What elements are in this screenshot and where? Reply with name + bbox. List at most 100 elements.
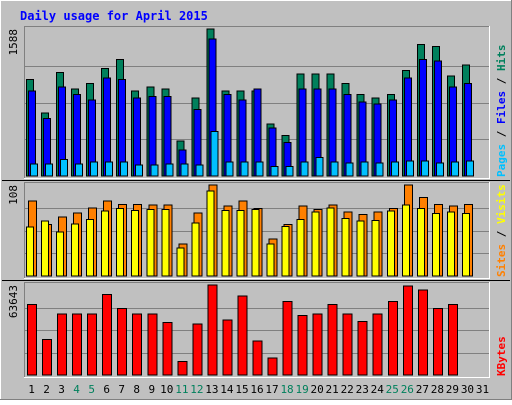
x-tick-label-day-16: 16: [250, 383, 263, 396]
bar-files-day-1: [28, 90, 36, 177]
bar-kbytes-day-23: [357, 320, 368, 376]
x-tick-label-day-24: 24: [371, 383, 385, 396]
bar-kbytes-day-5: [87, 313, 98, 376]
x-tick-label-day-17: 17: [265, 383, 278, 396]
bar-sites-day-5: [86, 219, 95, 277]
bar-pages-day-6: [105, 161, 114, 177]
x-tick-label-day-4: 4: [73, 383, 80, 396]
x-tick-label-day-3: 3: [58, 383, 65, 396]
x-tick-label-day-18: 18: [280, 383, 293, 396]
panel-hits-files-pages: 1588 Pages / Files / Hits: [7, 26, 508, 179]
bar-kbytes-day-24: [372, 313, 383, 376]
panel-0-legend-part-2: Files: [495, 91, 508, 124]
bar-kbytes-day-18: [282, 300, 293, 376]
bar-kbytes-day-19: [297, 315, 308, 376]
panel-2-ymax-label: 63643: [7, 285, 20, 318]
bar-kbytes-day-9: [147, 313, 158, 376]
x-tick-label-day-30: 30: [461, 383, 474, 396]
x-tick-label-day-25: 25: [386, 383, 399, 396]
bar-kbytes-day-21: [327, 303, 338, 376]
bar-sites-day-20: [311, 211, 320, 277]
x-tick-label-day-29: 29: [446, 383, 459, 396]
bar-sites-day-23: [356, 220, 365, 277]
bar-sites-day-13: [206, 190, 215, 277]
bar-pages-day-10: [165, 163, 174, 177]
bar-sites-day-30: [461, 213, 470, 277]
x-tick-label-day-1: 1: [28, 383, 35, 396]
bar-sites-day-28: [431, 213, 440, 277]
x-tick-label-day-27: 27: [416, 383, 429, 396]
bar-pages-day-23: [360, 161, 369, 177]
bar-files-day-28: [433, 60, 442, 177]
panel-1-legend: Sites / Visits: [495, 184, 508, 277]
bar-pages-day-21: [330, 161, 339, 177]
bar-sites-day-1: [26, 226, 34, 277]
bar-kbytes-day-17: [267, 357, 278, 376]
bar-sites-day-27: [416, 208, 425, 277]
bar-kbytes-day-20: [312, 313, 323, 376]
bar-sites-day-8: [131, 209, 140, 277]
x-tick-label-day-21: 21: [326, 383, 339, 396]
x-tick-label-day-2: 2: [43, 383, 50, 396]
bar-files-day-9: [148, 95, 157, 177]
x-tick-label-day-11: 11: [175, 383, 188, 396]
bar-kbytes-day-1: [27, 303, 37, 376]
bar-sites-day-24: [371, 219, 380, 277]
bar-pages-day-9: [150, 164, 159, 177]
bar-kbytes-day-7: [117, 308, 128, 376]
bar-kbytes-day-15: [237, 295, 248, 376]
bar-pages-day-24: [375, 162, 384, 177]
bar-sites-day-19: [296, 219, 305, 277]
x-tick-label-day-8: 8: [133, 383, 140, 396]
panel-2-legend: KBytes: [495, 336, 508, 376]
bar-pages-day-11: [180, 163, 189, 177]
x-tick-label-day-23: 23: [356, 383, 369, 396]
bar-sites-day-29: [446, 211, 455, 277]
bar-kbytes-day-16: [252, 340, 263, 376]
bar-sites-day-2: [41, 220, 50, 277]
bar-sites-day-18: [281, 225, 290, 277]
bar-pages-day-16: [255, 161, 264, 177]
bar-sites-day-26: [401, 204, 410, 277]
panel-0-legend-part-4: Hits: [495, 45, 508, 72]
x-tick-label-day-28: 28: [431, 383, 444, 396]
panel-1-legend-part-0: Sites: [495, 244, 508, 277]
bar-pages-day-20: [315, 156, 324, 177]
bar-kbytes-day-3: [57, 313, 68, 376]
bar-sites-day-25: [386, 210, 395, 277]
x-tick-label-day-9: 9: [148, 383, 155, 396]
bar-pages-day-29: [450, 161, 459, 177]
bar-pages-day-19: [300, 161, 309, 177]
bar-kbytes-day-12: [192, 323, 203, 376]
bar-sites-day-21: [326, 207, 335, 277]
bar-kbytes-day-2: [42, 339, 53, 376]
bar-kbytes-day-25: [387, 300, 398, 376]
bar-sites-day-15: [236, 209, 245, 277]
x-tick-label-day-26: 26: [401, 383, 414, 396]
bar-kbytes-day-4: [72, 313, 83, 376]
bar-kbytes-day-10: [162, 322, 173, 376]
panel-visits-sites: 108 Sites / Visits: [7, 182, 508, 279]
bar-kbytes-day-27: [417, 289, 428, 376]
bar-sites-day-3: [56, 231, 65, 277]
bar-kbytes-day-11: [177, 361, 188, 376]
x-tick-label-day-5: 5: [88, 383, 95, 396]
bar-kbytes-day-26: [402, 285, 413, 376]
panel-kbytes: 63643 KBytes: [7, 282, 508, 378]
x-tick-label-day-13: 13: [205, 383, 218, 396]
x-tick-label-day-7: 7: [118, 383, 125, 396]
bar-pages-day-13: [210, 131, 219, 177]
bar-sites-day-17: [266, 243, 275, 277]
x-tick-label-day-19: 19: [295, 383, 308, 396]
x-axis-day-labels: 1 2 3 4 5 6 7 8 9 10 11 12 13 14 15 16 17 18 19 20 21 22 23 24 2…: [28, 383, 489, 396]
x-tick-label-day-31: 31: [476, 383, 489, 396]
panel-0-legend-part-0: Pages: [495, 144, 508, 177]
x-tick-label-day-12: 12: [190, 383, 203, 396]
panel-0-legend: Pages / Files / Hits: [495, 45, 508, 178]
bar-files-day-7: [118, 79, 127, 177]
bar-sites-day-4: [71, 223, 80, 277]
bar-files-day-27: [418, 58, 427, 177]
bar-pages-day-7: [120, 161, 129, 177]
